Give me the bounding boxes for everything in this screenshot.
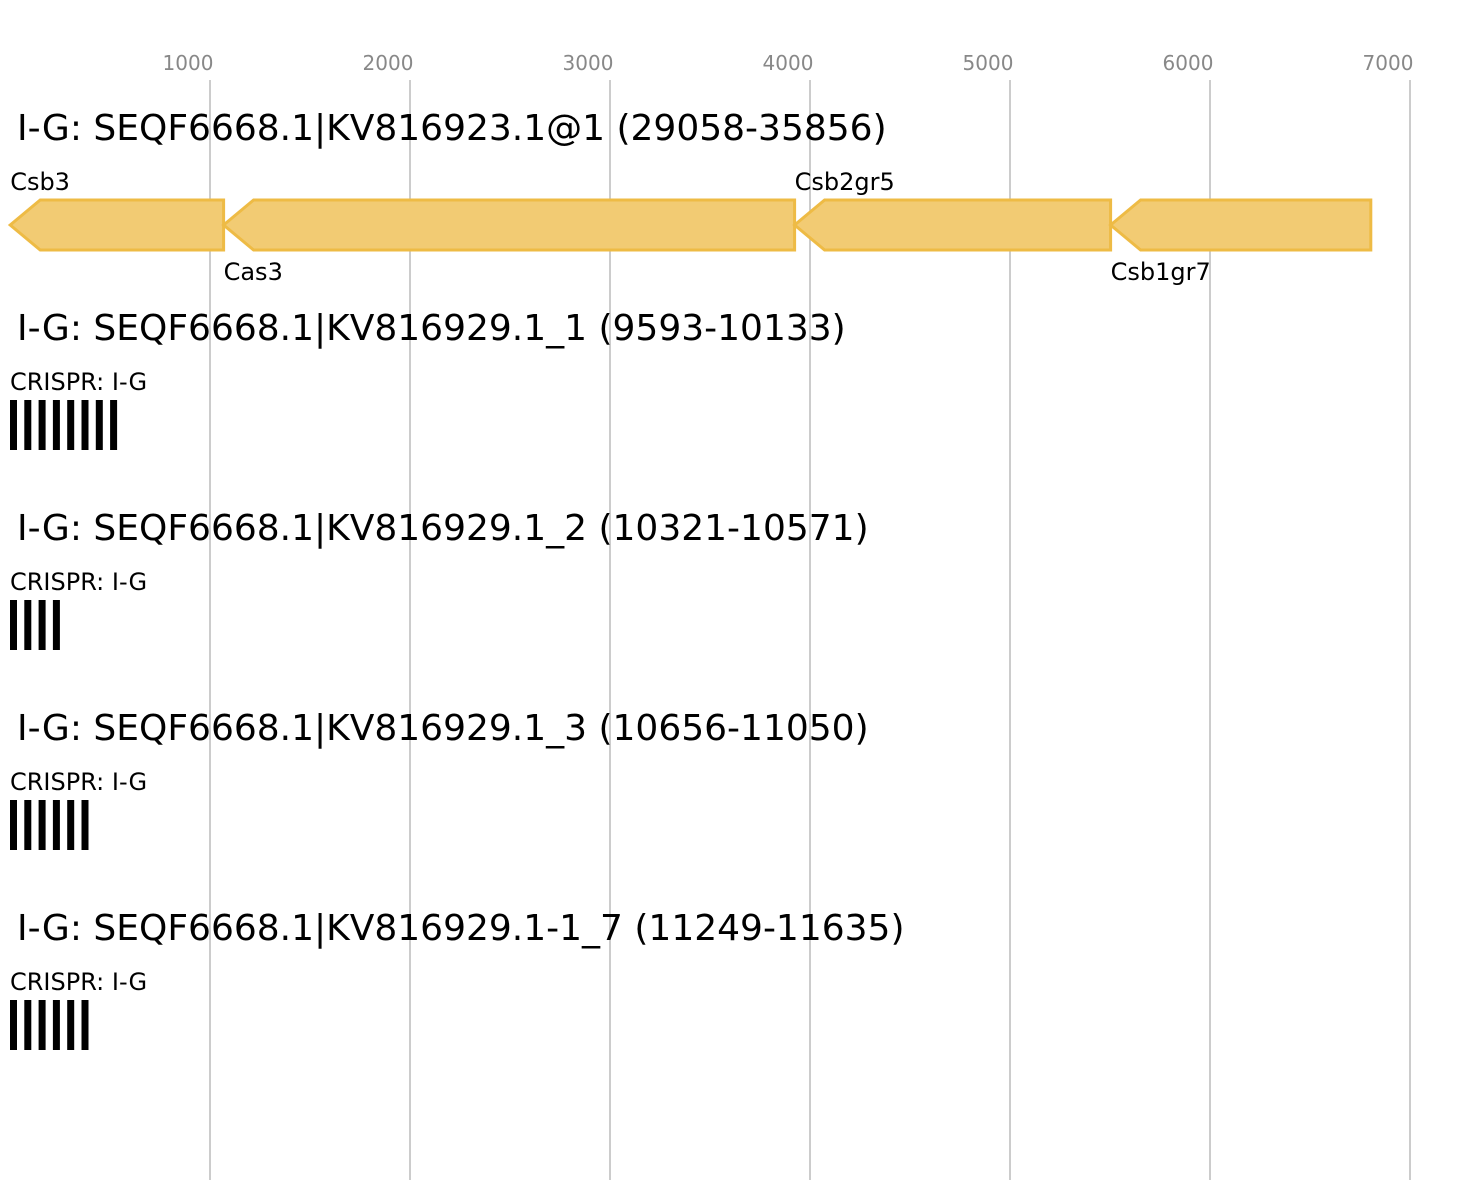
- crispr-repeat: [38, 400, 46, 450]
- crispr-repeat: [110, 400, 118, 450]
- tick-label: 7000: [1363, 51, 1414, 75]
- track-5: I-G: SEQF6668.1|KV816929.1-1_7 (11249-11…: [10, 908, 905, 1050]
- gene-label-csb2gr5: Csb2gr5: [795, 168, 895, 196]
- crispr-repeat: [24, 600, 32, 650]
- track-3: I-G: SEQF6668.1|KV816929.1_2 (10321-1057…: [10, 508, 869, 650]
- crispr-repeat: [24, 800, 32, 850]
- crispr-repeat: [67, 400, 75, 450]
- tick-label: 6000: [1163, 51, 1214, 75]
- track-2: I-G: SEQF6668.1|KV816929.1_1 (9593-10133…: [10, 308, 846, 450]
- gene-arrow-csb3[interactable]: [7, 198, 226, 252]
- gene-arrow-cas3[interactable]: [221, 198, 797, 252]
- crispr-repeat: [81, 400, 89, 450]
- track-title: I-G: SEQF6668.1|KV816929.1_3 (10656-1105…: [17, 708, 869, 749]
- track-title: I-G: SEQF6668.1|KV816929.1_2 (10321-1057…: [17, 508, 869, 549]
- tick-label: 2000: [363, 51, 414, 75]
- crispr-array[interactable]: [10, 600, 60, 650]
- track-title: I-G: SEQF6668.1|KV816929.1-1_7 (11249-11…: [17, 908, 905, 949]
- tracks-layer: I-G: SEQF6668.1|KV816923.1@1 (29058-3585…: [7, 108, 1373, 1050]
- crispr-repeat: [10, 800, 17, 850]
- crispr-label: CRISPR: I-G: [10, 768, 147, 796]
- crispr-repeat: [10, 400, 17, 450]
- crispr-repeat: [24, 1000, 32, 1050]
- crispr-repeat: [67, 800, 75, 850]
- crispr-repeat: [38, 1000, 46, 1050]
- tick-label: 3000: [563, 51, 614, 75]
- gene-arrow-csb2gr5[interactable]: [792, 198, 1113, 252]
- crispr-repeat: [38, 800, 46, 850]
- track-title: I-G: SEQF6668.1|KV816929.1_1 (9593-10133…: [17, 308, 846, 349]
- crispr-label: CRISPR: I-G: [10, 568, 147, 596]
- gene-label-csb1gr7: Csb1gr7: [1111, 258, 1211, 286]
- gene-label-csb3: Csb3: [10, 168, 70, 196]
- crispr-repeat: [81, 800, 89, 850]
- crispr-repeat: [67, 1000, 75, 1050]
- crispr-repeat: [81, 1000, 89, 1050]
- crispr-repeat: [24, 400, 32, 450]
- crispr-repeat: [52, 400, 60, 450]
- crispr-repeat: [52, 800, 60, 850]
- crispr-array[interactable]: [10, 1000, 89, 1050]
- track-1: I-G: SEQF6668.1|KV816923.1@1 (29058-3585…: [7, 108, 1373, 286]
- grid-layer: 1000 2000 3000 4000 5000 6000 7000: [163, 51, 1414, 1180]
- crispr-repeat: [10, 600, 17, 650]
- crispr-array[interactable]: [10, 800, 89, 850]
- tick-label: 4000: [763, 51, 814, 75]
- crispr-array[interactable]: [10, 400, 118, 450]
- crispr-label: CRISPR: I-G: [10, 368, 147, 396]
- tick-label: 5000: [963, 51, 1014, 75]
- crispr-repeat: [95, 400, 103, 450]
- track-title: I-G: SEQF6668.1|KV816923.1@1 (29058-3585…: [17, 108, 887, 149]
- crispr-repeat: [10, 1000, 17, 1050]
- tick-label: 1000: [163, 51, 214, 75]
- crispr-repeat: [38, 600, 46, 650]
- crispr-repeat: [52, 600, 60, 650]
- crispr-repeat: [52, 1000, 60, 1050]
- gene-arrow-csb1gr7[interactable]: [1108, 198, 1373, 252]
- track-4: I-G: SEQF6668.1|KV816929.1_3 (10656-1105…: [10, 708, 869, 850]
- crispr-label: CRISPR: I-G: [10, 968, 147, 996]
- gene-label-cas3: Cas3: [224, 258, 283, 286]
